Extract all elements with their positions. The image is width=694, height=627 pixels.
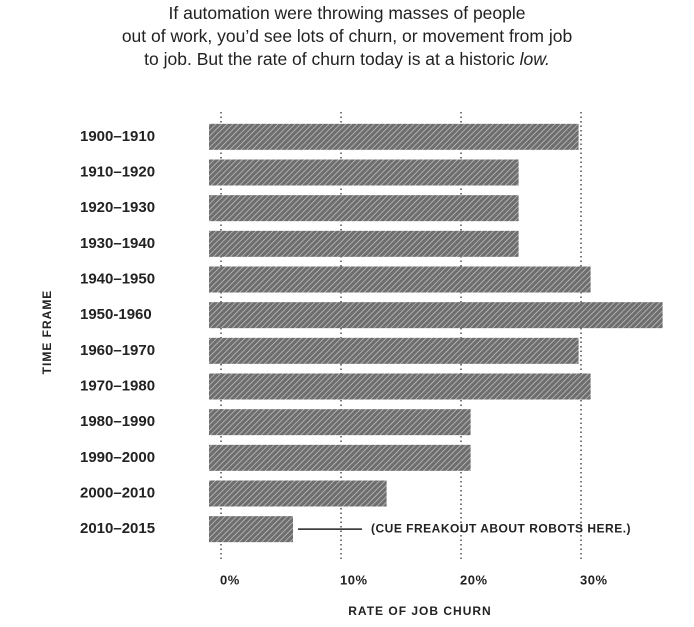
x-tick-label: 0% <box>220 572 240 587</box>
bar <box>209 409 471 436</box>
x-axis-label: RATE OF JOB CHURN <box>348 604 491 618</box>
title-line: If automation were throwing masses of pe… <box>168 3 526 23</box>
annotation: (CUE FREAKOUT ABOUT ROBOTS HERE.) <box>371 521 631 535</box>
y-tick-label: 1930–1940 <box>80 235 155 252</box>
bar <box>209 159 519 186</box>
bar <box>209 444 471 471</box>
bar <box>209 230 519 257</box>
y-tick-label: 1950-1960 <box>80 306 152 323</box>
y-tick-label: 1990–2000 <box>80 449 155 466</box>
y-tick-label: 1940–1950 <box>80 270 155 287</box>
y-tick-label: 1970–1980 <box>80 377 155 394</box>
bar <box>209 516 293 543</box>
y-tick-label: 1900–1910 <box>80 128 155 145</box>
y-tick-label: 2010–2015 <box>80 520 155 537</box>
x-tick-label: 20% <box>460 572 488 587</box>
bar <box>209 195 519 222</box>
y-tick-label: 1910–1920 <box>80 163 155 180</box>
bar <box>209 302 663 329</box>
title-emphasis: low. <box>519 49 550 69</box>
y-tick-label: 1920–1930 <box>80 199 155 216</box>
y-axis-label: TIME FRAME <box>40 290 54 375</box>
bar <box>209 266 591 293</box>
y-tick-label: 1960–1970 <box>80 342 155 359</box>
bar <box>209 123 579 150</box>
bar <box>209 480 387 507</box>
x-tick-label: 10% <box>340 572 368 587</box>
bar <box>209 373 591 400</box>
chart-title: If automation were throwing masses of pe… <box>0 2 694 71</box>
title-line: out of work, you’d see lots of churn, or… <box>121 26 573 46</box>
x-tick-label: 30% <box>580 572 608 587</box>
y-tick-label: 1980–1990 <box>80 413 155 430</box>
y-tick-label: 2000–2010 <box>80 484 155 501</box>
bar <box>209 337 579 364</box>
title-line: to job. But the rate of churn today is a… <box>144 49 550 69</box>
